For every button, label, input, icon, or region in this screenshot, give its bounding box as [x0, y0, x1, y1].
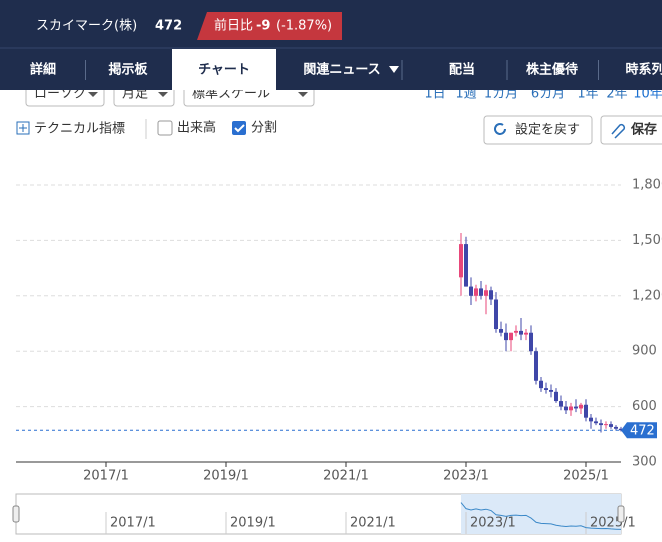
reset-icon — [494, 123, 506, 135]
candle-body — [469, 286, 473, 296]
candle-body — [479, 288, 483, 296]
x-tick-label: 2025/1 — [563, 469, 609, 484]
y-tick-label: 1,800 — [632, 178, 662, 193]
candle-body — [519, 330, 523, 335]
navigator-handle[interactable] — [617, 505, 625, 523]
candle-body — [564, 406, 568, 411]
candle-body — [464, 244, 468, 287]
navigator-line — [460, 502, 622, 530]
y-tick-label: 300 — [632, 455, 657, 470]
candle-body — [584, 404, 588, 418]
tab-dropdown-arrow — [389, 66, 399, 73]
candle-body — [579, 404, 583, 409]
candle-body — [599, 423, 603, 426]
candle-body — [544, 388, 548, 390]
x-tick-label: 2017/1 — [83, 469, 129, 484]
candle-body — [499, 329, 503, 333]
candle-body — [529, 332, 533, 352]
candle-body — [534, 351, 538, 381]
candle-body — [504, 332, 508, 341]
range-link[interactable]: 1週 — [455, 87, 476, 102]
reset-button[interactable] — [483, 115, 593, 145]
volume-label: 出来高 — [177, 120, 216, 136]
navigator-label: 2021/1 — [350, 516, 396, 531]
y-tick-label: 1,200 — [632, 288, 662, 303]
y-tick-label: 1,500 — [632, 233, 662, 248]
range-link[interactable]: 10年 — [633, 87, 662, 102]
candle-body — [489, 290, 493, 300]
dropdown-label: ローソク — [34, 87, 86, 102]
technical-label[interactable]: テクニカル指標 — [34, 122, 125, 137]
save-icon — [611, 123, 626, 139]
x-tick-label: 2019/1 — [203, 469, 249, 484]
candle-body — [554, 391, 558, 402]
candle-body — [614, 426, 618, 429]
change-pct: (-1.87%) — [276, 19, 332, 34]
x-tick-label: 2021/1 — [323, 469, 369, 484]
range-link[interactable]: 1日 — [424, 87, 445, 102]
tab[interactable]: 詳細 — [30, 62, 56, 78]
tab[interactable]: 配当 — [449, 62, 475, 78]
last-price-tag — [621, 422, 657, 439]
tab[interactable]: 株主優待 — [526, 62, 578, 78]
reset-label: 設定を戻す — [515, 122, 580, 138]
y-tick-label: 900 — [632, 344, 657, 359]
y-tick-label: 600 — [632, 399, 657, 414]
split-checkbox[interactable] — [232, 121, 246, 135]
candle-body — [594, 421, 598, 424]
candle-body — [524, 332, 528, 335]
tab[interactable]: チャート — [198, 63, 250, 78]
candle-body — [549, 389, 553, 392]
x-tick-label: 2023/1 — [443, 469, 489, 484]
dropdown-arrow — [298, 92, 308, 97]
change-badge — [197, 12, 342, 40]
range-link[interactable]: 6カ月 — [531, 87, 565, 102]
range-link[interactable]: 1年 — [577, 87, 598, 102]
candle-body — [559, 401, 563, 407]
dropdown-label: 月足 — [122, 87, 148, 102]
technical-icon[interactable] — [16, 121, 30, 135]
dropdown-arrow — [158, 92, 168, 97]
tab[interactable]: 掲示板 — [108, 62, 148, 78]
candle-body — [589, 417, 593, 422]
change-value: -9 — [256, 19, 270, 34]
tab[interactable]: 時系列 — [625, 62, 662, 78]
split-label: 分割 — [251, 120, 277, 136]
save-label: 保存 — [630, 122, 657, 138]
candle-body — [604, 424, 608, 426]
candle-body — [539, 380, 543, 389]
candle-body — [514, 330, 518, 333]
dropdown-arrow — [88, 92, 98, 97]
split-check — [234, 124, 245, 133]
candle-body — [484, 290, 488, 296]
candle-body — [459, 244, 463, 278]
navigator-handle[interactable] — [12, 505, 20, 523]
change-label: 前日比 — [214, 18, 253, 34]
range-link[interactable]: 2年 — [606, 87, 627, 102]
candle-body — [569, 406, 573, 411]
stock-name: スカイマーク(株) — [36, 19, 137, 34]
navigator-label: 2023/1 — [470, 516, 516, 531]
candle-body — [494, 299, 498, 330]
active-tab-bg — [172, 49, 276, 90]
tab[interactable]: 関連ニュース — [303, 62, 380, 78]
range-link[interactable]: 1カ月 — [484, 87, 518, 102]
candle-body — [574, 406, 578, 409]
last-price-label: 472 — [630, 424, 655, 439]
stock-price: 472 — [155, 19, 182, 34]
candle-body — [619, 428, 623, 431]
navigator-label: 2017/1 — [110, 516, 156, 531]
technical-plus — [19, 124, 27, 132]
volume-checkbox[interactable] — [157, 120, 173, 136]
navigator-label: 2019/1 — [230, 516, 276, 531]
navigator-selection[interactable] — [461, 494, 621, 534]
candle-body — [509, 332, 513, 341]
candle-body — [474, 288, 478, 296]
candle-body — [609, 424, 613, 427]
